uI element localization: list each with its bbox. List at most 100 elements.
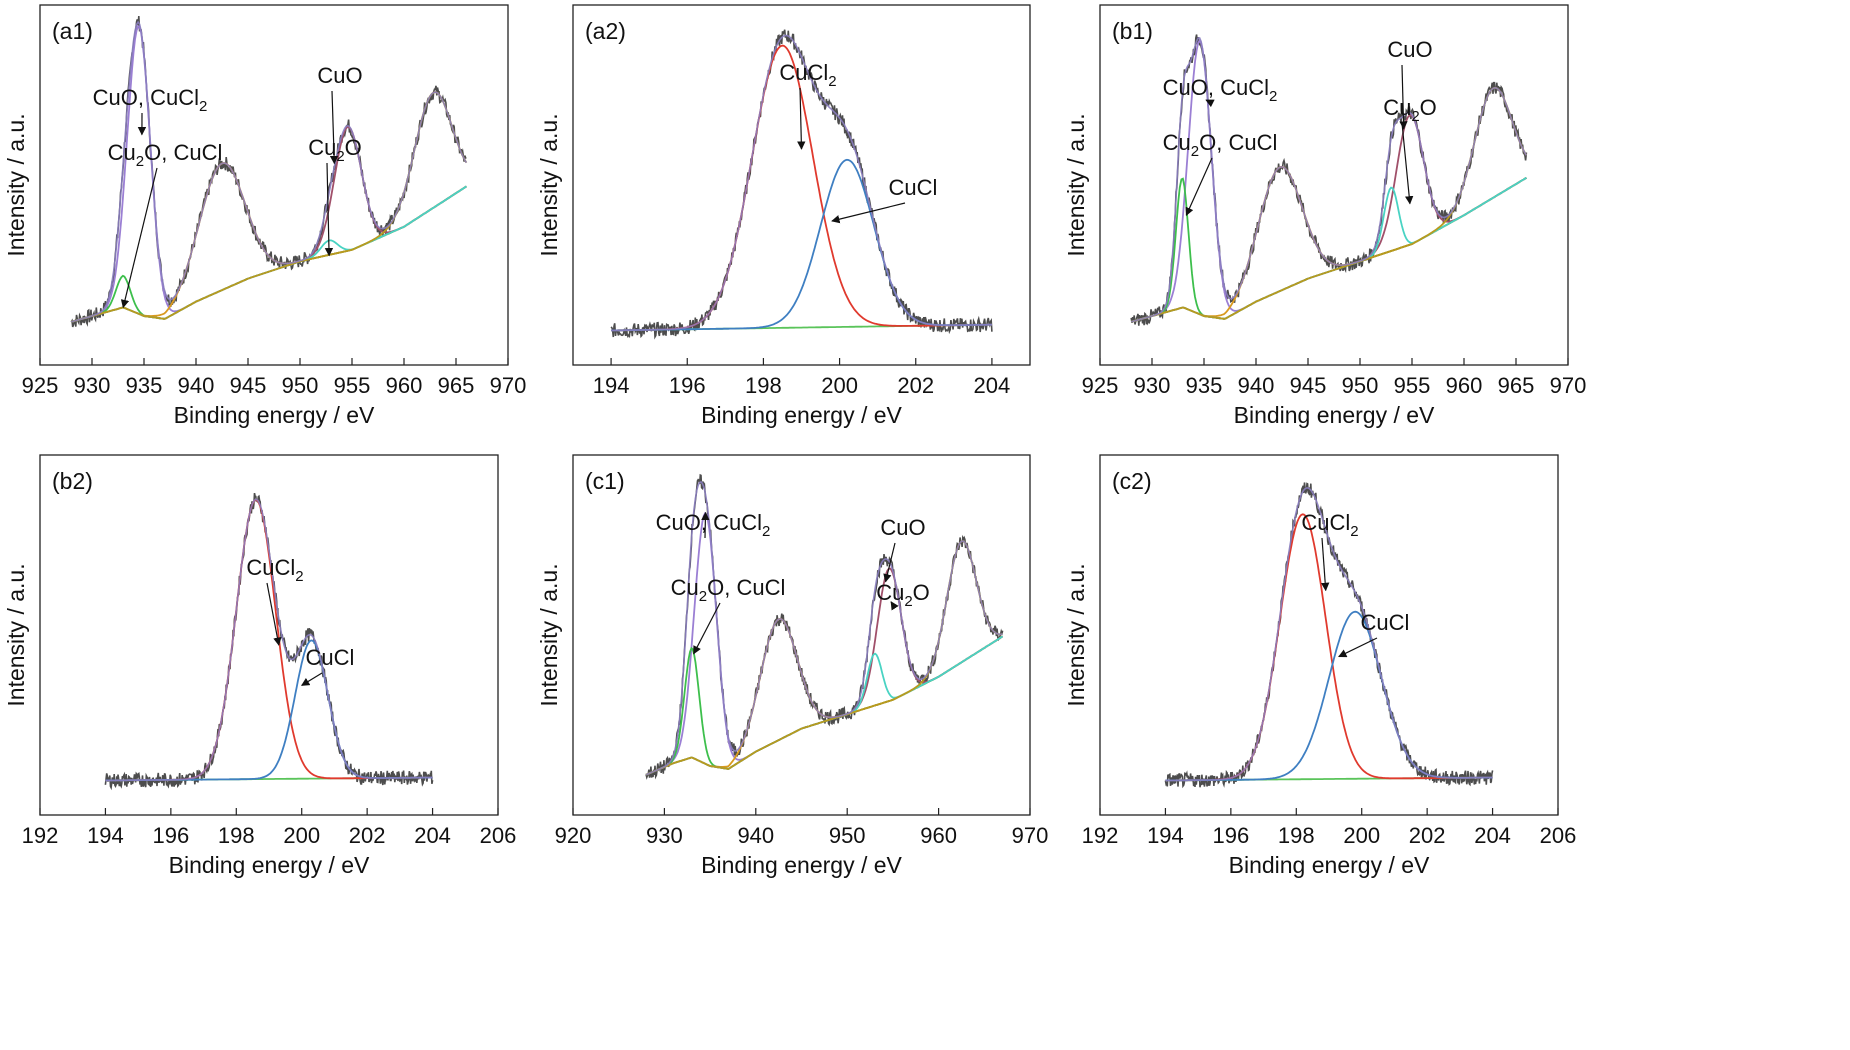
plot-frame <box>39 4 509 366</box>
x-tick-label: 192 <box>22 823 59 848</box>
peak-annotation: Cu2O, CuCl <box>671 575 786 605</box>
x-tick-label: 204 <box>414 823 451 848</box>
y-axis-label: Intensity / a.u. <box>1063 113 1089 256</box>
x-tick-label: 930 <box>74 373 111 398</box>
peak-component <box>645 635 1004 776</box>
x-axis-label: Binding energy / eV <box>169 852 370 878</box>
x-tick-label: 960 <box>386 373 423 398</box>
x-tick-label: 955 <box>1394 373 1431 398</box>
x-tick-label: 950 <box>282 373 319 398</box>
peak-component <box>1165 513 1493 782</box>
panel-c1: 920 930 940 950 960 970 Binding energy / eV Int… <box>536 454 1049 878</box>
annotation-arrow <box>324 162 334 257</box>
annotation-arrow <box>831 202 906 224</box>
peak-annotation: CuCl <box>306 645 355 670</box>
x-axis-label: Binding energy / eV <box>1229 852 1430 878</box>
x-tick-label: 196 <box>1212 823 1249 848</box>
peak-annotation: CuCl2 <box>246 555 303 585</box>
peak-annotation: CuCl2 <box>1301 510 1358 540</box>
y-axis-label: Intensity / a.u. <box>536 113 562 256</box>
x-axis-label: Binding energy / eV <box>174 402 375 428</box>
x-tick-label: 960 <box>920 823 957 848</box>
x-tick-label: 925 <box>22 373 59 398</box>
x-tick-label: 950 <box>1342 373 1379 398</box>
annotation-arrow <box>693 602 721 655</box>
plot-frame <box>39 454 499 816</box>
annotation-arrow <box>266 582 282 646</box>
peak-annotation: Cu2O <box>308 135 362 165</box>
x-tick-label: 196 <box>669 373 706 398</box>
x-tick-label: 935 <box>1186 373 1223 398</box>
fit-envelope <box>1130 37 1528 323</box>
x-tick-label: 204 <box>974 373 1011 398</box>
peak-component <box>70 91 468 323</box>
peak-annotation: CuCl2 <box>779 60 836 90</box>
x-tick-label: 945 <box>230 373 267 398</box>
panel-b1: 925 930 935 940 945 950 955 960 965 970 Binding en… <box>1063 4 1587 428</box>
peak-component <box>645 511 1004 776</box>
x-tick-label: 198 <box>218 823 255 848</box>
peak-annotation: Cu2O, CuCl <box>108 140 223 170</box>
raw-spectrum <box>104 492 434 791</box>
annotation-arrow <box>701 511 710 539</box>
peak-component <box>105 639 433 782</box>
fit-envelope <box>70 20 468 323</box>
panel-label: (b1) <box>1112 18 1153 44</box>
panel-label: (a1) <box>52 18 93 44</box>
peak-component <box>645 540 1003 776</box>
panel-a2: 194 196 198 200 202 204 Binding energy / eV Int… <box>536 4 1031 428</box>
annotation-arrow <box>1338 637 1378 658</box>
peak-annotation: CuO <box>880 515 925 540</box>
peak-annotation: CuO, CuCl2 <box>656 510 771 540</box>
annotation-arrow <box>120 167 158 309</box>
peak-annotation: Cu2O <box>1383 95 1437 125</box>
annotation-arrow <box>1185 157 1213 217</box>
x-tick-label: 930 <box>646 823 683 848</box>
peak-component <box>1130 165 1527 323</box>
fit-envelope <box>1165 487 1493 782</box>
x-tick-label: 198 <box>745 373 782 398</box>
x-tick-label: 202 <box>1409 823 1446 848</box>
y-axis-label: Intensity / a.u. <box>3 113 29 256</box>
raw-spectrum <box>70 15 467 328</box>
x-tick-label: 202 <box>349 823 386 848</box>
x-tick-label: 194 <box>593 373 630 398</box>
peak-component <box>1130 177 1527 323</box>
peak-annotation: CuO, CuCl2 <box>93 85 208 115</box>
fit-envelope <box>611 34 992 332</box>
x-tick-label: 196 <box>152 823 189 848</box>
annotation-arrow <box>883 542 896 583</box>
x-tick-label: 970 <box>1550 373 1587 398</box>
x-tick-label: 194 <box>1147 823 1184 848</box>
x-tick-label: 920 <box>555 823 592 848</box>
annotation-arrow <box>1399 64 1408 130</box>
annotation-arrow <box>1205 99 1215 108</box>
x-tick-label: 925 <box>1082 373 1119 398</box>
x-tick-label: 970 <box>490 373 527 398</box>
x-tick-label: 930 <box>1134 373 1171 398</box>
peak-annotation: CuO, CuCl2 <box>1163 75 1278 105</box>
y-axis-label: Intensity / a.u. <box>1063 563 1089 706</box>
x-tick-label: 945 <box>1290 373 1327 398</box>
x-tick-label: 970 <box>1012 823 1049 848</box>
annotation-arrow <box>329 90 339 165</box>
x-tick-label: 940 <box>737 823 774 848</box>
annotation-arrow <box>1321 537 1330 592</box>
y-axis-label: Intensity / a.u. <box>3 563 29 706</box>
annotation-arrow <box>300 672 323 686</box>
panel-label: (b2) <box>52 468 93 494</box>
x-tick-label: 965 <box>1498 373 1535 398</box>
x-tick-label: 200 <box>821 373 858 398</box>
peak-annotation: CuCl <box>1361 610 1410 635</box>
plot-frame <box>572 454 1031 816</box>
x-tick-label: 940 <box>1238 373 1275 398</box>
x-tick-label: 204 <box>1474 823 1511 848</box>
panel-label: (a2) <box>585 18 626 44</box>
x-tick-label: 940 <box>178 373 215 398</box>
panel-label: (c1) <box>585 468 625 494</box>
fit-envelope <box>645 480 1003 776</box>
peak-annotation: CuO <box>317 63 362 88</box>
x-axis-label: Binding energy / eV <box>701 852 902 878</box>
peak-annotation: CuCl <box>889 175 938 200</box>
x-tick-label: 194 <box>87 823 124 848</box>
